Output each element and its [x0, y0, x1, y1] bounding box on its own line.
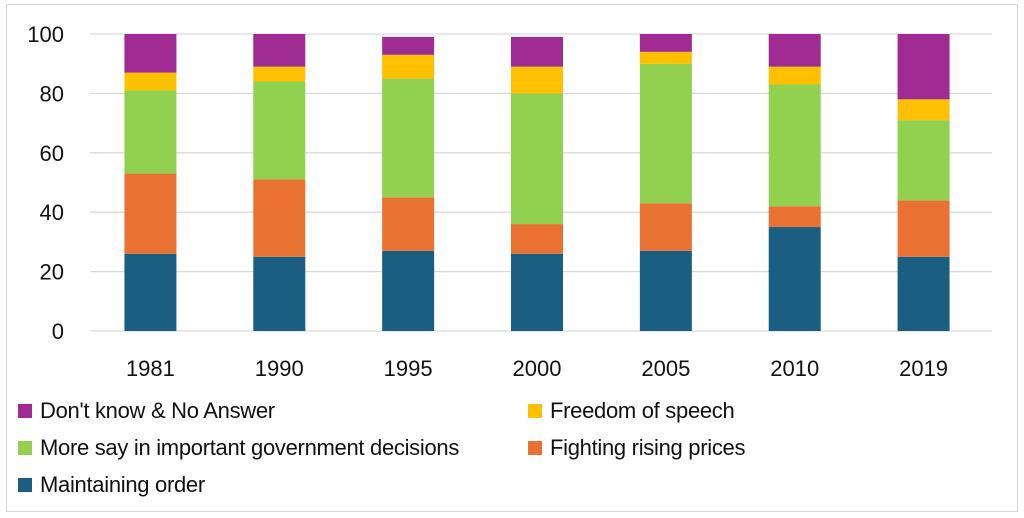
- y-tick-label: 0: [52, 319, 64, 344]
- x-tick-label: 2005: [641, 356, 690, 381]
- legend-swatch: [528, 441, 542, 455]
- bar-segment-don-t-know-no-answer-2010: [768, 34, 821, 67]
- bar-segment-freedom-of-speech-1995: [382, 54, 435, 79]
- bar-segment-maintaining-order-1990: [253, 256, 306, 331]
- legend-label: Don't know & No Answer: [40, 398, 275, 423]
- bar-segment-freedom-of-speech-2005: [639, 51, 692, 64]
- bar-segment-more-say-in-important-government-decisions-2019: [897, 120, 950, 201]
- x-tick-label: 2010: [770, 356, 819, 381]
- legend-swatch: [18, 478, 32, 492]
- legend-item: Freedom of speech: [528, 398, 735, 424]
- bar-segment-freedom-of-speech-1981: [124, 72, 177, 91]
- bar-segment-maintaining-order-2005: [639, 250, 692, 331]
- bar-segment-fighting-rising-prices-1995: [382, 197, 435, 251]
- x-tick-label: 2000: [513, 356, 562, 381]
- bar-segment-maintaining-order-1995: [382, 250, 435, 331]
- legend-swatch: [528, 404, 542, 418]
- bar-segment-fighting-rising-prices-2000: [511, 224, 563, 254]
- x-tick-label: 1995: [384, 356, 433, 381]
- legend-swatch: [18, 441, 32, 455]
- legend-label: Fighting rising prices: [550, 435, 746, 460]
- bar-segment-fighting-rising-prices-1990: [253, 179, 306, 257]
- bar-segment-freedom-of-speech-1990: [253, 66, 306, 82]
- bar-segment-don-t-know-no-answer-2000: [511, 36, 563, 67]
- legend-item: More say in important government decisio…: [18, 435, 459, 461]
- legend-label: Freedom of speech: [550, 398, 735, 423]
- x-axis-ticks: 1981 1990 1995 2000 2005 2010 2019: [126, 356, 948, 381]
- bar-segment-fighting-rising-prices-2019: [897, 200, 950, 257]
- bar-segment-more-say-in-important-government-decisions-2010: [768, 84, 821, 207]
- bars: [124, 34, 950, 331]
- bar-segment-maintaining-order-2000: [511, 253, 563, 331]
- bar-segment-freedom-of-speech-2010: [768, 66, 821, 85]
- bar-segment-freedom-of-speech-2000: [511, 66, 563, 94]
- bar-segment-more-say-in-important-government-decisions-1995: [382, 78, 435, 198]
- legend-label: Maintaining order: [40, 472, 205, 497]
- bar-segment-don-t-know-no-answer-1995: [382, 36, 435, 55]
- bar-segment-fighting-rising-prices-2010: [768, 206, 821, 228]
- legend-swatch: [18, 404, 32, 418]
- x-tick-label: 1981: [126, 356, 175, 381]
- bar-segment-maintaining-order-2010: [768, 227, 821, 331]
- bar-segment-don-t-know-no-answer-2005: [639, 34, 692, 52]
- x-tick-label: 1990: [255, 356, 304, 381]
- bar-segment-maintaining-order-1981: [124, 253, 177, 331]
- y-tick-label: 20: [40, 260, 64, 285]
- bar-segment-more-say-in-important-government-decisions-1990: [253, 81, 306, 180]
- y-axis-ticks: 0 20 40 60 80 100: [27, 22, 64, 344]
- bar-segment-fighting-rising-prices-2005: [639, 203, 692, 251]
- bar-segment-more-say-in-important-government-decisions-2005: [639, 63, 692, 204]
- bar-segment-maintaining-order-2019: [897, 256, 950, 331]
- bar-segment-don-t-know-no-answer-1981: [124, 34, 177, 73]
- bar-segment-don-t-know-no-answer-2019: [897, 34, 950, 100]
- legend-item: Don't know & No Answer: [18, 398, 275, 424]
- bar-segment-fighting-rising-prices-1981: [124, 173, 177, 254]
- y-tick-label: 40: [40, 200, 64, 225]
- bar-segment-more-say-in-important-government-decisions-2000: [511, 93, 563, 225]
- bar-segment-freedom-of-speech-2019: [897, 99, 950, 121]
- legend-label: More say in important government decisio…: [40, 435, 460, 460]
- bar-segment-don-t-know-no-answer-1990: [253, 34, 306, 67]
- y-tick-label: 80: [40, 81, 64, 106]
- y-tick-label: 100: [27, 22, 64, 47]
- x-tick-label: 2019: [899, 356, 948, 381]
- y-tick-label: 60: [40, 141, 64, 166]
- legend-item: Maintaining order: [18, 472, 205, 498]
- bar-segment-more-say-in-important-government-decisions-1981: [124, 90, 177, 174]
- legend-item: Fighting rising prices: [528, 435, 745, 461]
